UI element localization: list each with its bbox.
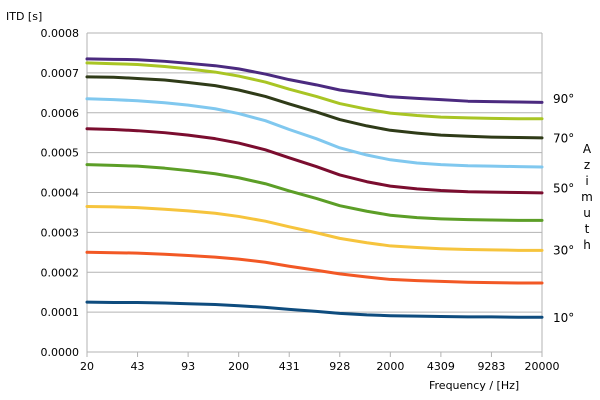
azimuth-label: 90° [553,92,574,106]
azimuth-label: 70° [553,132,574,146]
x-tick-label: 20 [80,360,94,373]
y-tick-label: 0.0006 [41,107,80,120]
series-line-2 [85,61,544,121]
series-line-4 [85,97,544,169]
azimuth-title-letter: t [585,222,590,236]
azimuth-title-letter: A [583,142,592,156]
azimuth-title-letter: h [583,238,591,252]
y-tick-label: 0.0007 [41,67,80,80]
series-line-9 [85,300,544,319]
series-line-8 [85,250,544,285]
azimuth-title-letter: i [585,174,588,188]
x-tick-label: 431 [279,360,300,373]
azimuth-title-letter: z [584,158,590,172]
azimuth-title-letter: m [581,190,593,204]
x-tick-label: 43 [131,360,145,373]
y-tick-label: 0.0000 [41,346,80,359]
x-tick-label: 9283 [477,360,505,373]
x-axis-title: Frequency / [Hz] [429,379,519,392]
y-tick-label: 0.0003 [41,226,80,239]
y-tick-label: 0.0008 [41,27,80,40]
series-line-5 [85,127,544,195]
y-axis-title: ITD [s] [6,10,42,23]
x-tick-label: 4309 [427,360,455,373]
x-tick-label: 20000 [525,360,560,373]
y-tick-label: 0.0005 [41,147,80,160]
azimuth-label: 30° [553,243,574,257]
series-layer [85,57,544,319]
series-line-6 [85,163,544,222]
azimuth-label: 10° [553,311,574,325]
ticks-layer: 0.0000 0.0001 0.0002 0.0003 0.0004 0.0005 0.00… [41,27,560,373]
x-tick-label: 93 [181,360,195,373]
axis-layer: ITD [s] Frequency / [Hz] [6,10,519,392]
azimuth-title-letter: u [583,206,591,220]
y-tick-label: 0.0004 [41,187,80,200]
annotation-layer: 90° 70° 50° 30° 10° [553,92,574,325]
y-tick-label: 0.0002 [41,266,80,279]
x-tick-label: 928 [329,360,350,373]
grid-layer [86,32,543,353]
azimuth-label: 50° [553,182,574,196]
series-line-1 [85,57,544,104]
series-line-3 [85,75,544,140]
x-tick-label: 2000 [376,360,404,373]
series-line-7 [85,204,544,252]
y-tick-label: 0.0001 [41,306,80,319]
x-tick-label: 200 [228,360,249,373]
